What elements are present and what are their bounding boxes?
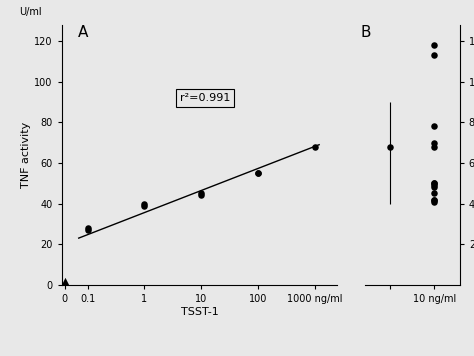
Text: B: B xyxy=(360,25,371,40)
Point xyxy=(387,144,394,150)
Point xyxy=(140,203,148,209)
Point xyxy=(84,227,91,233)
Point xyxy=(431,42,438,48)
Point xyxy=(431,124,438,129)
Point xyxy=(197,193,205,198)
Point xyxy=(311,144,319,150)
Point xyxy=(197,190,205,196)
Text: A: A xyxy=(78,25,89,40)
Point xyxy=(431,197,438,202)
Point xyxy=(431,190,438,196)
Point xyxy=(431,144,438,150)
Point xyxy=(431,180,438,186)
Point xyxy=(254,170,262,176)
Point xyxy=(431,140,438,146)
Point xyxy=(61,278,69,284)
Point xyxy=(431,53,438,58)
Point xyxy=(431,199,438,204)
Text: r²=0.991: r²=0.991 xyxy=(180,93,230,103)
Point xyxy=(431,183,438,188)
Point xyxy=(431,197,438,202)
Point xyxy=(140,201,148,206)
Text: U/ml: U/ml xyxy=(19,7,42,17)
X-axis label: TSST-1: TSST-1 xyxy=(181,307,219,316)
Point xyxy=(431,180,438,186)
Point xyxy=(84,225,91,231)
Y-axis label: TNF activity: TNF activity xyxy=(21,122,31,188)
Point xyxy=(254,170,262,176)
Point xyxy=(431,184,438,190)
